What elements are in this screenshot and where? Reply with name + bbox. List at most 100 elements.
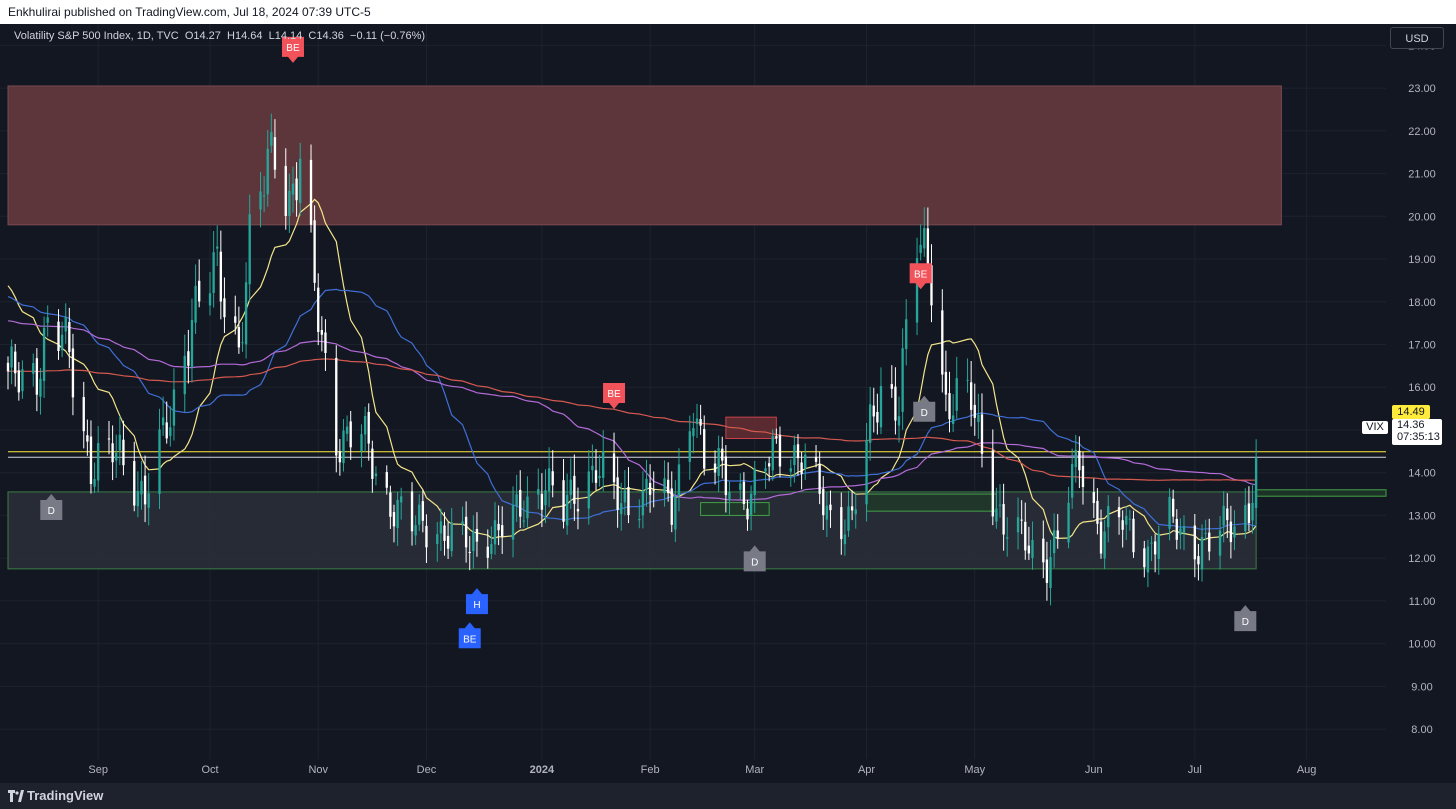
candle	[392, 504, 396, 543]
low-value: 14.14	[274, 30, 303, 42]
candle	[522, 500, 526, 528]
candle-body	[969, 382, 973, 410]
candle	[165, 401, 168, 444]
candle	[1175, 509, 1178, 550]
candle-body	[97, 443, 100, 481]
candle-body	[35, 358, 39, 395]
candle-body	[843, 534, 847, 545]
candle-body	[1099, 521, 1103, 554]
candle-body	[854, 509, 857, 515]
candle-body	[1096, 500, 1099, 524]
close-value: 14.36	[316, 30, 344, 42]
price-tick-label: 20.00	[1408, 211, 1436, 223]
candle-body	[60, 334, 64, 351]
candle-body	[977, 414, 980, 422]
candle	[97, 426, 100, 493]
currency-button[interactable]: USD	[1390, 27, 1444, 49]
marker-be-down: BE	[281, 36, 304, 63]
candle-body	[115, 452, 118, 461]
candle-body	[793, 445, 796, 466]
candle	[1222, 491, 1225, 543]
candle-body	[627, 486, 630, 516]
candle	[944, 350, 948, 412]
candle	[118, 416, 121, 466]
candle-body	[1006, 537, 1009, 539]
price-tick-label: 21.00	[1408, 169, 1436, 181]
candle-body	[1031, 539, 1034, 559]
candle-body	[699, 418, 702, 426]
candle-body	[591, 465, 594, 471]
marker-be-blue: BE	[458, 622, 481, 649]
candle	[194, 264, 197, 334]
candle-body	[746, 508, 749, 520]
candle-body	[1067, 502, 1070, 543]
candle	[544, 469, 547, 524]
candle	[93, 462, 96, 494]
candle-body	[360, 434, 363, 451]
candle	[1193, 513, 1196, 578]
marker-be-down: BE	[603, 382, 626, 409]
candle-body	[749, 493, 753, 515]
candle	[385, 465, 388, 495]
candle	[1074, 434, 1077, 483]
candle	[115, 434, 118, 478]
moving-average-line	[7, 320, 1257, 501]
marker-d: D	[1234, 605, 1257, 632]
candle-body	[1182, 526, 1186, 533]
zone-demand-small	[866, 493, 997, 512]
candle-body	[677, 464, 681, 496]
candle-body	[717, 448, 720, 476]
candle-body	[713, 463, 717, 473]
candle	[547, 447, 551, 508]
candle-body	[472, 531, 475, 552]
candle	[796, 434, 800, 476]
candle	[133, 441, 136, 512]
candle	[717, 435, 720, 492]
candle-body	[789, 468, 792, 472]
candle-body	[569, 479, 572, 495]
candle	[1092, 478, 1095, 519]
candle	[389, 485, 392, 529]
candle-body	[865, 439, 868, 505]
candle	[57, 309, 60, 360]
zone-supply-small	[725, 416, 777, 440]
candle-body	[309, 159, 313, 225]
candle-body	[446, 535, 450, 549]
candle	[688, 415, 691, 480]
candle	[1179, 518, 1182, 550]
candle-body	[1168, 496, 1171, 529]
candle-body	[641, 490, 645, 516]
candle	[468, 536, 471, 571]
symbol-name: Volatility S&P 500 Index, 1D, TVC	[14, 30, 179, 42]
candle-body	[320, 330, 324, 335]
candle	[421, 490, 425, 533]
candle	[363, 406, 367, 453]
candle-body	[804, 454, 807, 470]
candle-body	[540, 493, 544, 510]
candle-body	[822, 489, 825, 516]
candle	[576, 487, 580, 530]
candle	[493, 502, 497, 555]
candle	[345, 415, 349, 442]
candle-body	[573, 475, 576, 504]
candle-body	[995, 508, 998, 522]
candle	[1099, 509, 1103, 559]
candle	[955, 356, 958, 419]
candle-body	[421, 501, 425, 521]
candle	[414, 515, 417, 546]
marker-d: D	[913, 395, 936, 422]
candle-body	[526, 496, 529, 519]
candle	[475, 512, 479, 557]
candle-body	[973, 404, 976, 418]
candle	[248, 194, 251, 302]
marker-d: D	[743, 545, 766, 572]
candle-body	[551, 471, 554, 486]
candle-body	[666, 479, 670, 494]
candle	[371, 440, 374, 493]
candle	[68, 307, 71, 369]
candle-body	[6, 362, 10, 372]
candle-body	[897, 416, 901, 426]
candle	[208, 271, 212, 316]
